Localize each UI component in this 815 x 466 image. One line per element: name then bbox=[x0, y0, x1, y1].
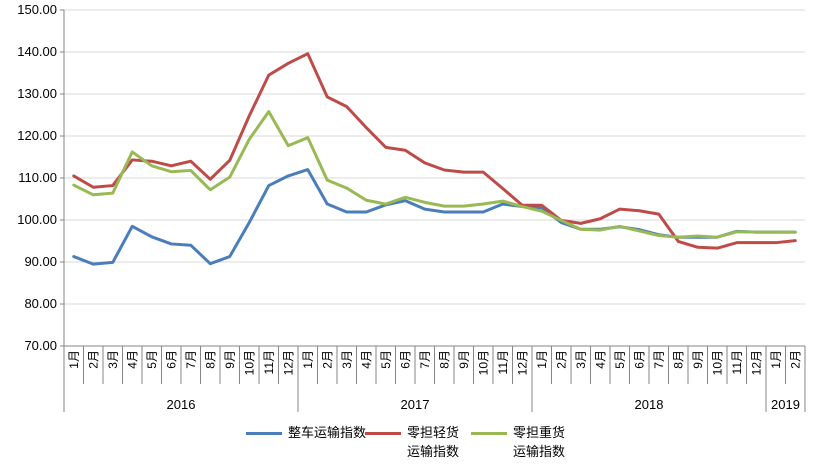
x-tick-label: 8月 bbox=[671, 350, 685, 369]
series-line-1 bbox=[72, 52, 797, 250]
x-tick-label: 1月 bbox=[67, 350, 81, 369]
y-tick-label: 140.00 bbox=[17, 44, 57, 59]
line-chart: 70.00 80.00 90.00 100.00 110.00 120.00 130.00 1… bbox=[17, 2, 806, 412]
x-tick-label: 11月 bbox=[262, 350, 276, 374]
x-tick-label: 9月 bbox=[223, 350, 237, 369]
year-label: 2019 bbox=[771, 397, 800, 412]
series-line-2 bbox=[72, 110, 797, 239]
x-tick-label: 9月 bbox=[691, 350, 705, 369]
x-tick-label: 12月 bbox=[281, 350, 295, 375]
x-tick-label: 10月 bbox=[710, 350, 724, 375]
legend-item-ltl-heavy: 零担重货 运输指数 bbox=[471, 424, 565, 462]
x-tick-label: 4月 bbox=[359, 350, 373, 369]
x-tick-label: 6月 bbox=[164, 350, 178, 369]
legend-item-ltl-light: 零担轻货 运输指数 bbox=[365, 424, 459, 462]
year-label: 2018 bbox=[635, 397, 664, 412]
y-tick-label: 70.00 bbox=[24, 338, 57, 353]
x-tick-label: 1月 bbox=[535, 350, 549, 369]
x-tick-label: 10月 bbox=[476, 350, 490, 375]
year-label: 2017 bbox=[401, 397, 430, 412]
series-lines bbox=[72, 52, 797, 266]
x-tick-label: 10月 bbox=[242, 350, 256, 375]
x-tick-label: 4月 bbox=[125, 350, 139, 369]
x-tick-label: 4月 bbox=[593, 350, 607, 369]
x-tick-label: 3月 bbox=[106, 350, 120, 369]
year-label: 2016 bbox=[167, 397, 196, 412]
x-tick-label: 7月 bbox=[652, 350, 666, 369]
x-tick-label: 8月 bbox=[437, 350, 451, 369]
y-tick-label: 100.00 bbox=[17, 212, 57, 227]
y-tick-label: 120.00 bbox=[17, 128, 57, 143]
x-axis: 1月 2月 3月 4月 5月 6月 7月 8月 9月 10月 11月 12月 1月 2月 3月 4月 5月 6月 7… bbox=[63, 345, 806, 412]
x-tick-label: 2月 bbox=[554, 350, 568, 369]
legend-swatch-ltl-light bbox=[365, 432, 401, 435]
y-tick-label: 80.00 bbox=[24, 296, 57, 311]
x-tick-label: 5月 bbox=[613, 350, 627, 369]
x-tick-label: 1月 bbox=[301, 350, 315, 369]
legend-swatch-truckload bbox=[246, 432, 282, 435]
x-tick-label: 5月 bbox=[145, 350, 159, 369]
legend-label-ltl-heavy: 零担重货 运输指数 bbox=[513, 426, 566, 460]
legend-label-truckload: 整车运输指数 bbox=[288, 426, 367, 441]
x-tick-label: 2月 bbox=[788, 350, 802, 369]
gridlines bbox=[64, 9, 805, 347]
y-tick-label: 90.00 bbox=[24, 254, 57, 269]
x-tick-label: 9月 bbox=[457, 350, 471, 369]
x-tick-label: 11月 bbox=[730, 350, 744, 374]
y-tick-label: 110.00 bbox=[18, 170, 57, 185]
x-tick-label: 7月 bbox=[418, 350, 432, 369]
x-tick-label: 12月 bbox=[515, 350, 529, 375]
series-line-0 bbox=[72, 168, 797, 266]
y-tick-label: 150.00 bbox=[17, 2, 57, 17]
x-tick-label: 8月 bbox=[203, 350, 217, 369]
x-tick-label: 2月 bbox=[86, 350, 100, 369]
y-tick-label: 130.00 bbox=[17, 86, 57, 101]
x-tick-label: 12月 bbox=[749, 350, 763, 375]
x-tick-label: 6月 bbox=[632, 350, 646, 369]
y-axis: 70.00 80.00 90.00 100.00 110.00 120.00 130.00 1… bbox=[17, 2, 65, 353]
x-tick-label: 5月 bbox=[379, 350, 393, 369]
legend-label-ltl-light: 零担轻货 运输指数 bbox=[407, 426, 460, 460]
x-tick-label: 2月 bbox=[320, 350, 334, 369]
legend-swatch-ltl-heavy bbox=[471, 432, 507, 435]
x-tick-label: 6月 bbox=[398, 350, 412, 369]
x-tick-label: 3月 bbox=[340, 350, 354, 369]
x-tick-label: 3月 bbox=[574, 350, 588, 369]
x-tick-label: 7月 bbox=[184, 350, 198, 369]
legend-item-truckload: 整车运输指数 bbox=[246, 424, 366, 443]
x-tick-label: 1月 bbox=[769, 350, 783, 369]
x-tick-label: 11月 bbox=[496, 350, 510, 374]
legend: 整车运输指数 零担轻货 运输指数 零担重货 运输指数 bbox=[0, 424, 815, 466]
